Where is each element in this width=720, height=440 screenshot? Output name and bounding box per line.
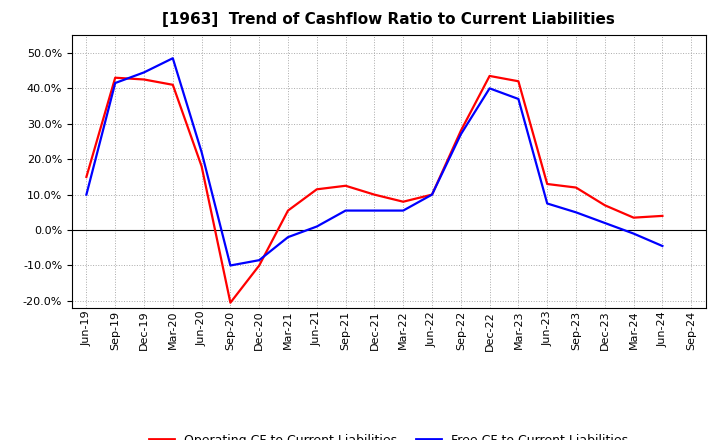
Title: [1963]  Trend of Cashflow Ratio to Current Liabilities: [1963] Trend of Cashflow Ratio to Curren… (163, 12, 615, 27)
Legend: Operating CF to Current Liabilities, Free CF to Current Liabilities: Operating CF to Current Liabilities, Fre… (144, 429, 634, 440)
